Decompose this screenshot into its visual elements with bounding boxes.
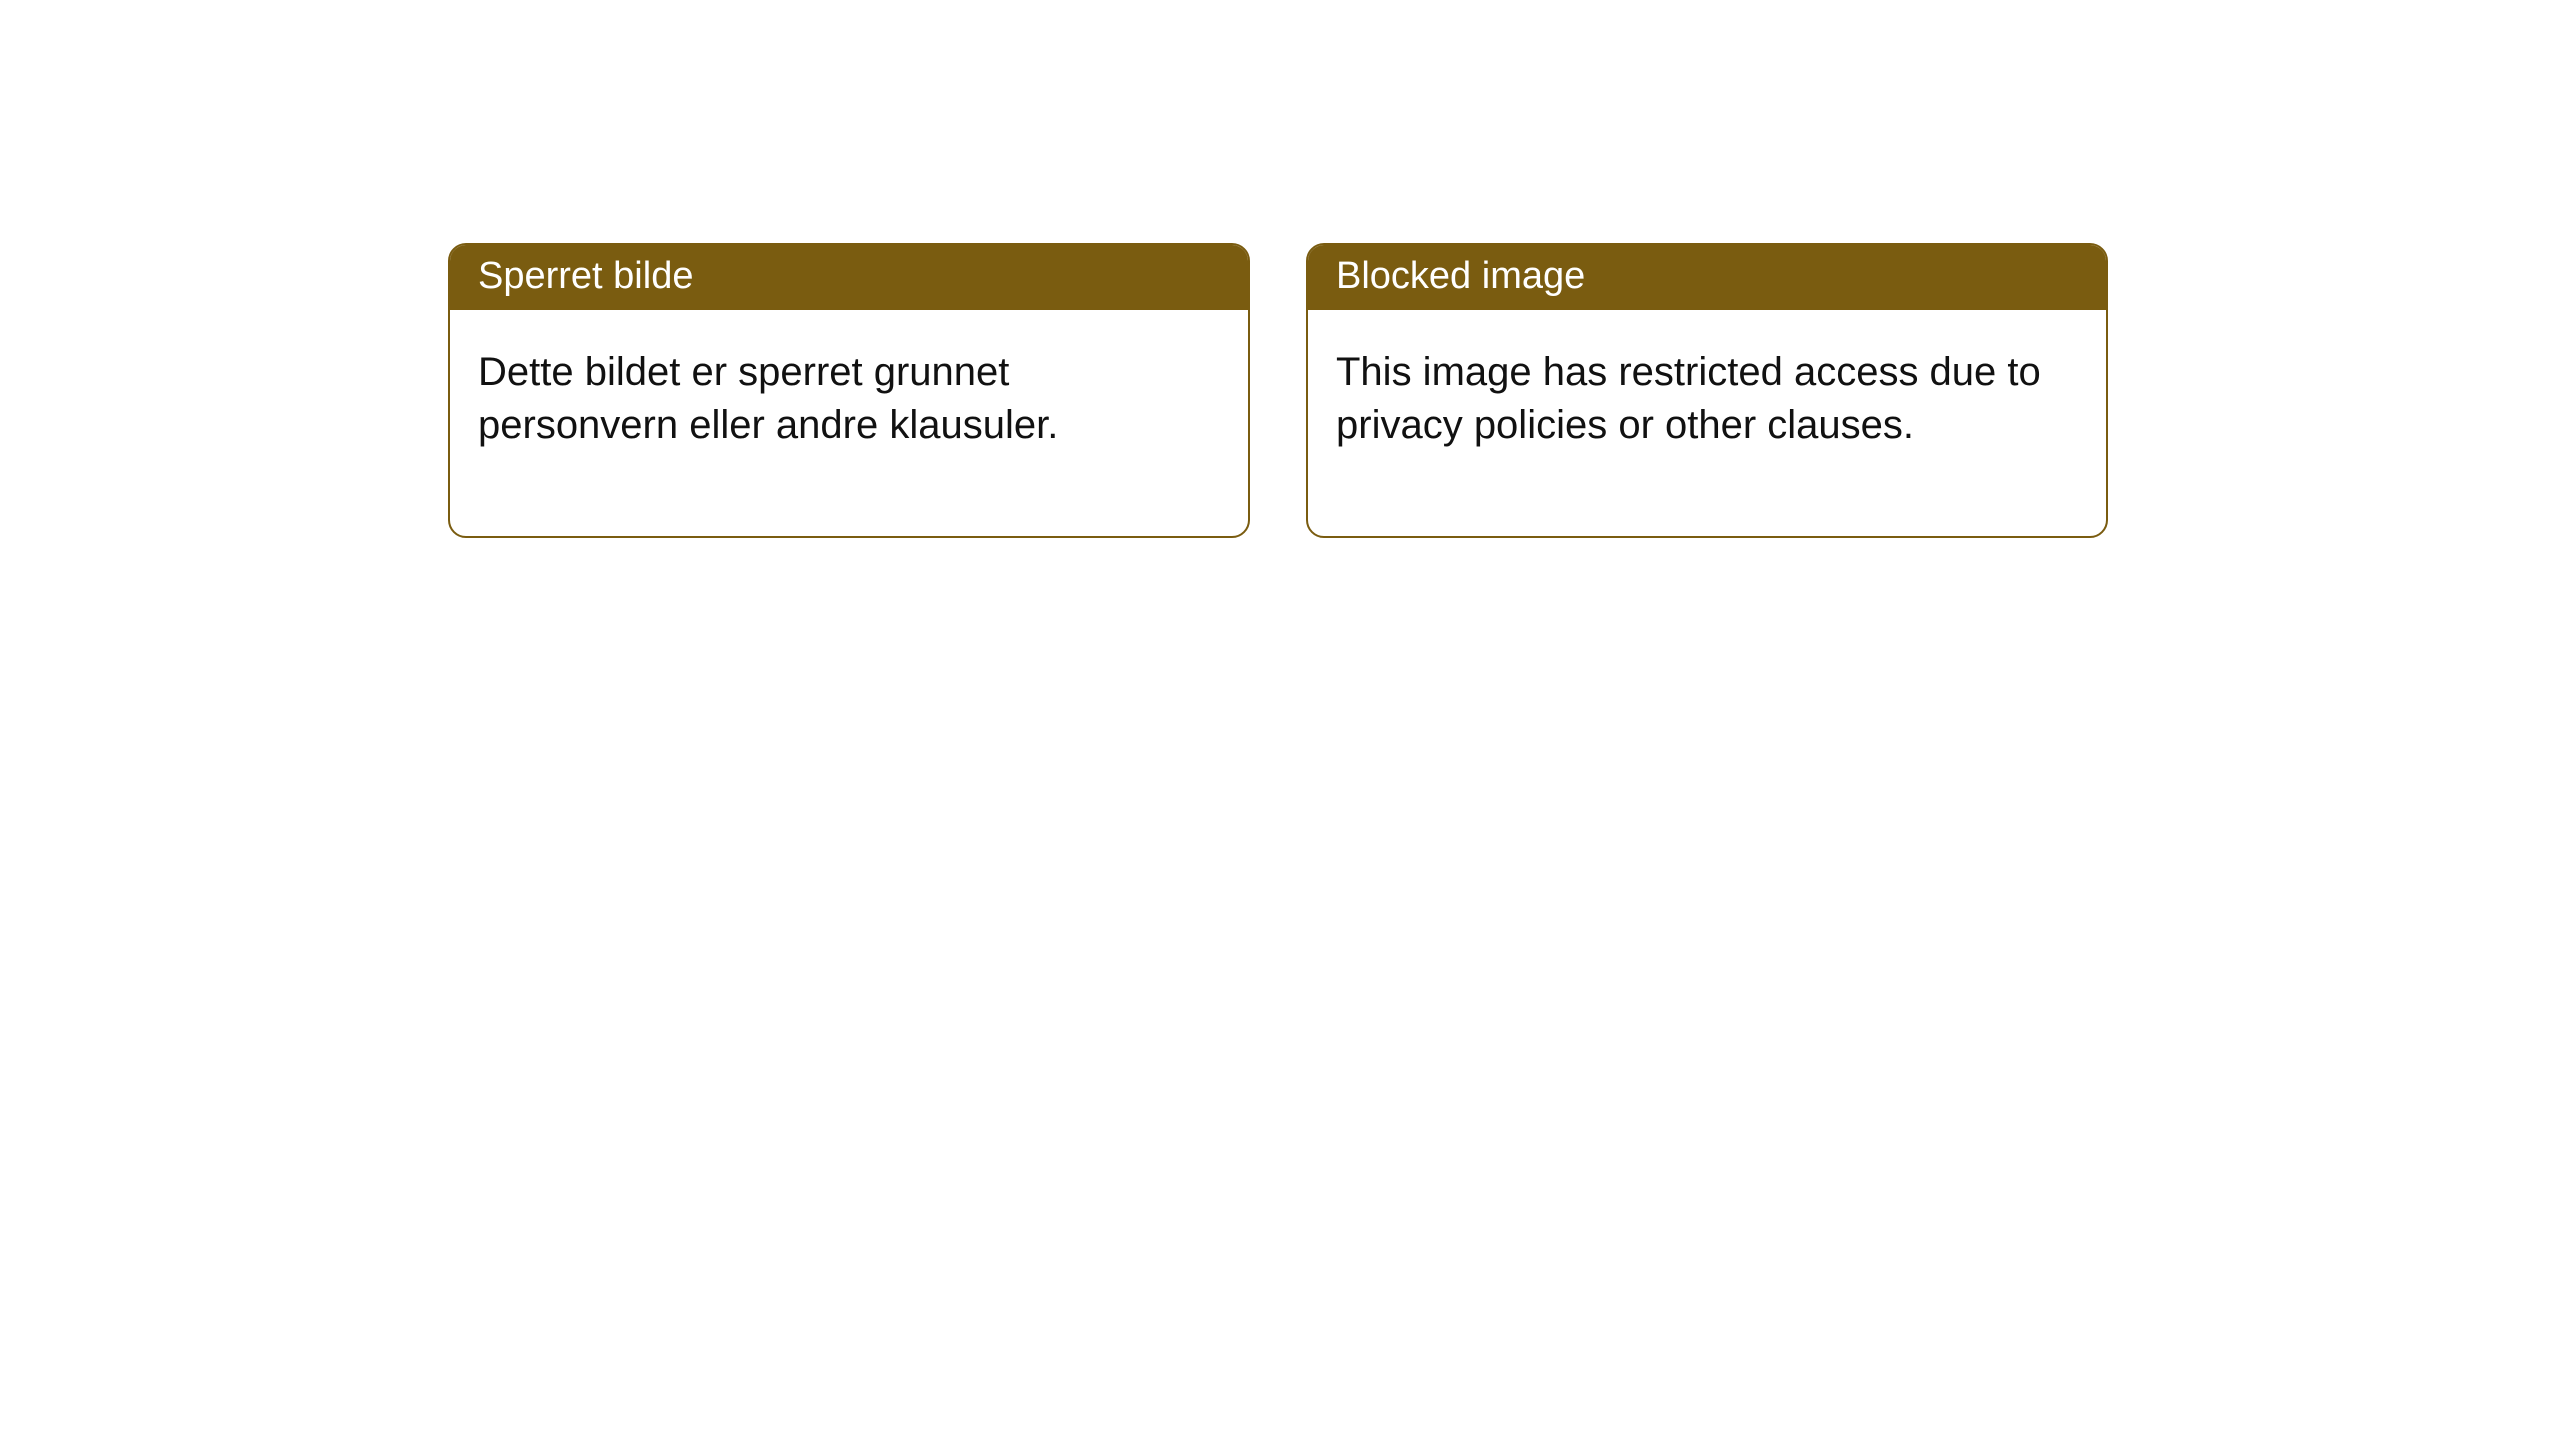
blocked-image-card-no: Sperret bilde Dette bildet er sperret gr… [448, 243, 1250, 538]
card-body: Dette bildet er sperret grunnet personve… [450, 310, 1248, 536]
card-header: Sperret bilde [450, 245, 1248, 310]
card-title: Blocked image [1336, 255, 1585, 297]
card-body-text: This image has restricted access due to … [1336, 350, 2041, 447]
card-header: Blocked image [1308, 245, 2106, 310]
blocked-image-card-en: Blocked image This image has restricted … [1306, 243, 2108, 538]
card-body: This image has restricted access due to … [1308, 310, 2106, 536]
notice-container: Sperret bilde Dette bildet er sperret gr… [0, 0, 2560, 538]
card-body-text: Dette bildet er sperret grunnet personve… [478, 350, 1058, 447]
card-title: Sperret bilde [478, 255, 693, 297]
